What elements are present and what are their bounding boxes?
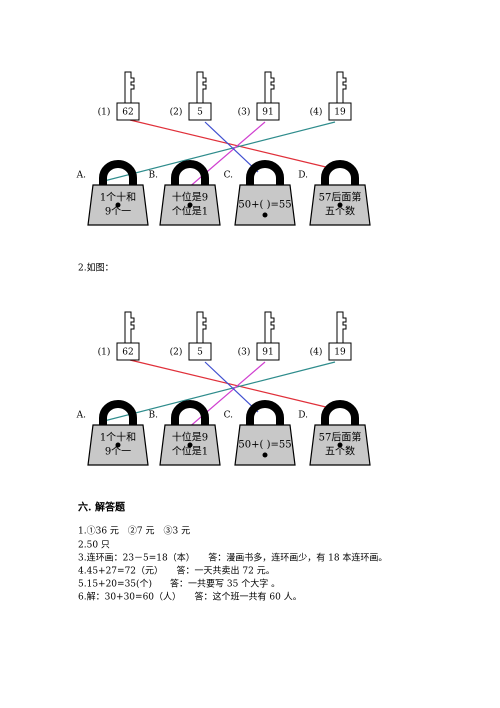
lock-text: 十位是9: [172, 431, 208, 444]
match-line: [129, 359, 331, 409]
key-box: [188, 102, 212, 121]
key-label: 91: [262, 108, 273, 118]
lock-text: 十位是9: [172, 191, 208, 204]
answer-line: 2.50 只: [78, 541, 110, 551]
keyhole: [187, 202, 193, 208]
lock-body: [234, 184, 296, 226]
key: [264, 71, 275, 104]
key-box: [116, 102, 140, 121]
lock-text: 个位是1: [172, 205, 208, 218]
lock-letter: C.: [224, 171, 234, 181]
lock-letter: D.: [298, 411, 308, 421]
match-line: [99, 361, 336, 423]
key-box: [256, 102, 280, 121]
answer-line: 3.连环画：23－5=18（本） 答：漫画书多，连环画少，有 18 本连环画。: [78, 552, 387, 564]
lock-shackle: [246, 160, 284, 186]
lock-text: 1个十和: [100, 191, 136, 204]
key-number: (1): [98, 107, 111, 118]
key-label: 5: [197, 348, 203, 358]
key-label: 91: [262, 348, 273, 358]
lock-text: 50+( )=55: [238, 200, 291, 211]
key-number: (2): [170, 347, 183, 358]
match-line: [179, 121, 266, 196]
lock-shackle: [321, 400, 359, 426]
section-title: 六. 解答题: [78, 501, 126, 514]
keyhole: [337, 202, 343, 208]
lock-text: 9个一: [105, 206, 131, 218]
keyhole: [337, 442, 343, 448]
key-label: 62: [122, 348, 133, 358]
key: [124, 311, 135, 344]
lock-letter: B.: [149, 411, 159, 421]
lock-body: [234, 424, 296, 466]
lock-letter: A.: [76, 411, 86, 421]
keyhole: [115, 202, 121, 208]
lock-text: 57后面第: [319, 191, 362, 204]
key-box: [328, 102, 352, 121]
answer-line: 6.解：30+30=60（人） 答：这个班一共有 60 人。: [78, 591, 302, 603]
key: [336, 71, 347, 104]
lock-text: 57后面第: [319, 431, 362, 444]
key-number: (4): [310, 107, 323, 118]
keyhole: [187, 442, 193, 448]
lock-text: 五个数: [325, 445, 355, 458]
key-label: 62: [122, 108, 133, 118]
key: [196, 311, 207, 344]
lock-shackle: [321, 160, 359, 186]
lock-letter: C.: [224, 411, 234, 421]
keyhole: [262, 212, 268, 218]
key-number: (1): [98, 347, 111, 358]
key: [264, 311, 275, 344]
keyhole: [115, 442, 121, 448]
lock-letter: A.: [76, 171, 86, 181]
answer-line: 4.45+27=72（元） 答：一天共卖出 72 元。: [78, 565, 275, 577]
match-line: [129, 119, 331, 169]
keyhole: [262, 452, 268, 458]
lock-text: 9个一: [105, 446, 131, 458]
key-box: [328, 342, 352, 361]
match-line: [204, 121, 259, 173]
lock-shackle: [171, 160, 209, 186]
key-box: [188, 342, 212, 361]
key-label: 5: [197, 108, 203, 118]
match-line: [204, 361, 259, 413]
match-line: [179, 361, 266, 436]
key-number: (4): [310, 347, 323, 358]
lock-text: 五个数: [325, 205, 355, 218]
lock-shackle: [99, 160, 137, 186]
lock-letter: D.: [298, 171, 308, 181]
key-number: (3): [238, 347, 251, 358]
lock-text: 1个十和: [100, 431, 136, 444]
key: [196, 71, 207, 104]
lock-text: 50+( )=55: [238, 440, 291, 451]
key-label: 19: [334, 108, 346, 118]
key-number: (3): [238, 107, 251, 118]
caption: 2.如图：: [78, 262, 114, 274]
key: [336, 311, 347, 344]
lock-text: 个位是1: [172, 445, 208, 458]
key-number: (2): [170, 107, 183, 118]
lock-letter: B.: [149, 171, 159, 181]
key-box: [116, 342, 140, 361]
lock-shackle: [246, 400, 284, 426]
lock-shackle: [171, 400, 209, 426]
key: [124, 71, 135, 104]
key-label: 19: [334, 348, 346, 358]
answer-line: 5.15+20=35(个) 答：一共要写 35 个大字 。: [78, 578, 280, 590]
lock-shackle: [99, 400, 137, 426]
key-box: [256, 342, 280, 361]
match-line: [99, 121, 336, 183]
answer-line: 1.①36 元 ②7 元 ③3 元: [78, 526, 190, 537]
